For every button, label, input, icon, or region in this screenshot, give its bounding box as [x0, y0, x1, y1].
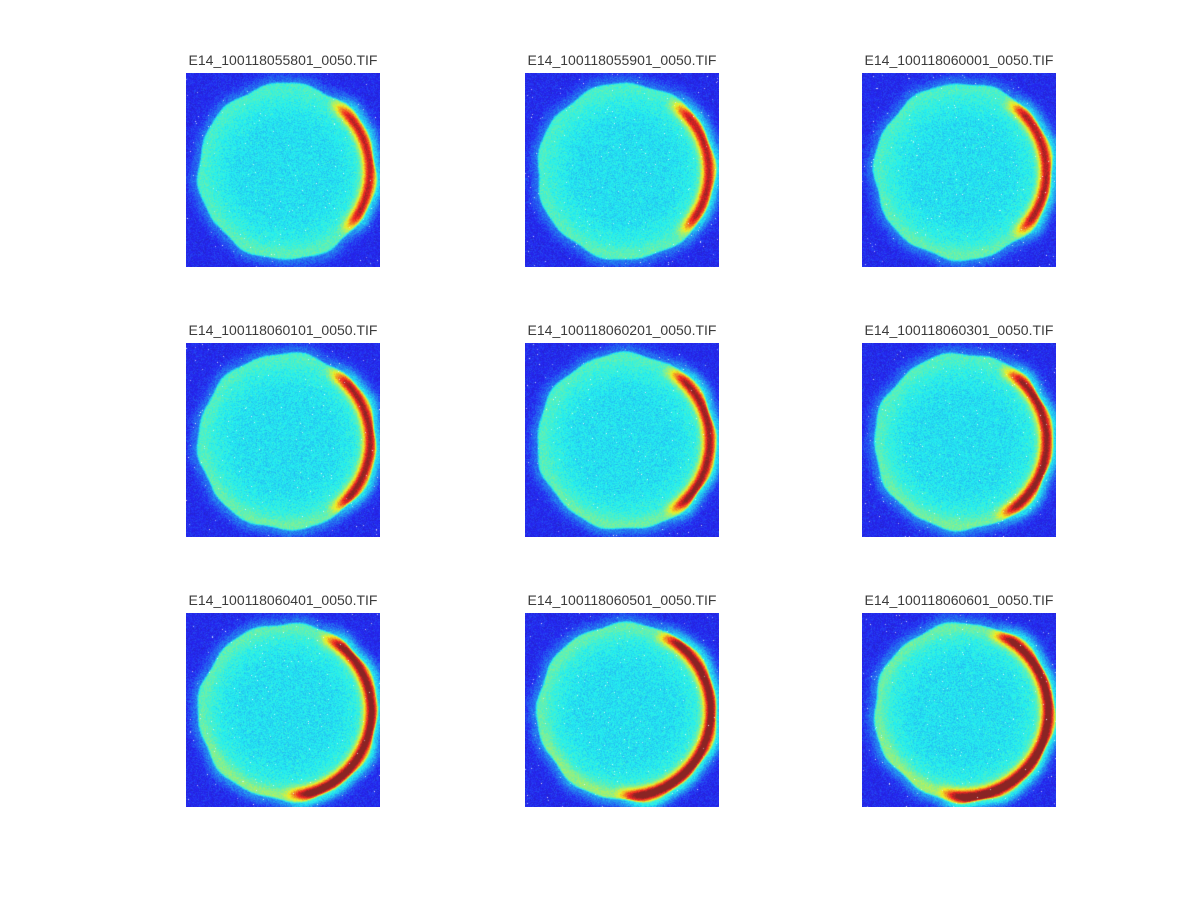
falsecolor-image — [862, 343, 1056, 537]
subplot-title: E14_100118055801_0050.TIF — [188, 52, 378, 68]
subplot-panel-3: E14_100118060001_0050.TIF — [862, 46, 1056, 267]
falsecolor-image — [525, 343, 719, 537]
subplot-panel-9: E14_100118060601_0050.TIF — [862, 586, 1056, 807]
subplot-panel-5: E14_100118060201_0050.TIF — [525, 316, 719, 537]
subplot-title: E14_100118060301_0050.TIF — [864, 322, 1054, 338]
subplot-panel-1: E14_100118055801_0050.TIF — [186, 46, 380, 267]
subplot-title: E14_100118060401_0050.TIF — [188, 592, 378, 608]
subplot-title: E14_100118060001_0050.TIF — [864, 52, 1054, 68]
subplot-title: E14_100118060101_0050.TIF — [188, 322, 378, 338]
falsecolor-image — [186, 343, 380, 537]
falsecolor-image — [525, 613, 719, 807]
subplot-title: E14_100118060201_0050.TIF — [527, 322, 717, 338]
subplot-title: E14_100118060601_0050.TIF — [864, 592, 1054, 608]
falsecolor-image — [862, 73, 1056, 267]
subplot-title: E14_100118060501_0050.TIF — [527, 592, 717, 608]
subplot-title: E14_100118055901_0050.TIF — [527, 52, 717, 68]
subplot-panel-6: E14_100118060301_0050.TIF — [862, 316, 1056, 537]
falsecolor-image — [186, 613, 380, 807]
subplot-panel-7: E14_100118060401_0050.TIF — [186, 586, 380, 807]
falsecolor-image — [525, 73, 719, 267]
falsecolor-image — [186, 73, 380, 267]
subplot-panel-8: E14_100118060501_0050.TIF — [525, 586, 719, 807]
subplot-panel-4: E14_100118060101_0050.TIF — [186, 316, 380, 537]
falsecolor-image — [862, 613, 1056, 807]
subplot-panel-2: E14_100118055901_0050.TIF — [525, 46, 719, 267]
